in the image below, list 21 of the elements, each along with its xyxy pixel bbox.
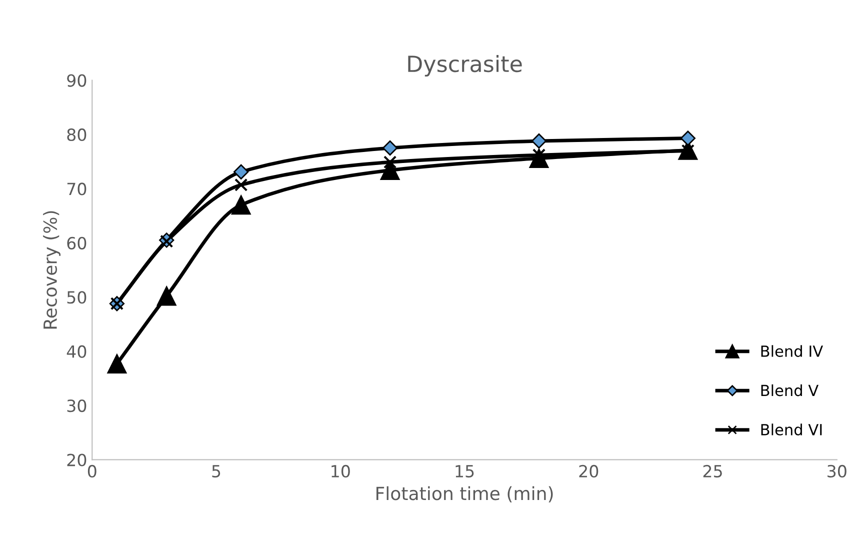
y-tick-label: 20 (67, 454, 86, 466)
x-tick-label: 10 (332, 464, 350, 478)
y-tick-label: 90 (67, 74, 86, 87)
x-tick-label: 20 (579, 464, 598, 478)
legend-label: Blend V (761, 384, 819, 396)
y-axis-title: Recovery (%) (43, 211, 60, 329)
x-tick-label: 5 (212, 465, 220, 478)
chart-title: Dyscrasite (408, 55, 522, 77)
legend-label: Blend IV (761, 345, 824, 357)
x-tick-label: 30 (828, 464, 846, 478)
y-tick-label: 50 (67, 291, 86, 304)
x-axis-title: Flotation time (min) (376, 486, 553, 502)
legend-label: Blend VI (761, 424, 822, 436)
y-tick-label: 40 (66, 345, 86, 358)
y-tick-label: 70 (67, 182, 86, 196)
x-tick-label: 0 (88, 464, 96, 478)
x-tick-label: 15 (456, 465, 474, 478)
y-tick-label: 80 (67, 128, 86, 142)
x-tick-label: 25 (703, 464, 722, 478)
y-tick-label: 30 (67, 399, 86, 412)
y-tick-label: 60 (67, 236, 86, 250)
